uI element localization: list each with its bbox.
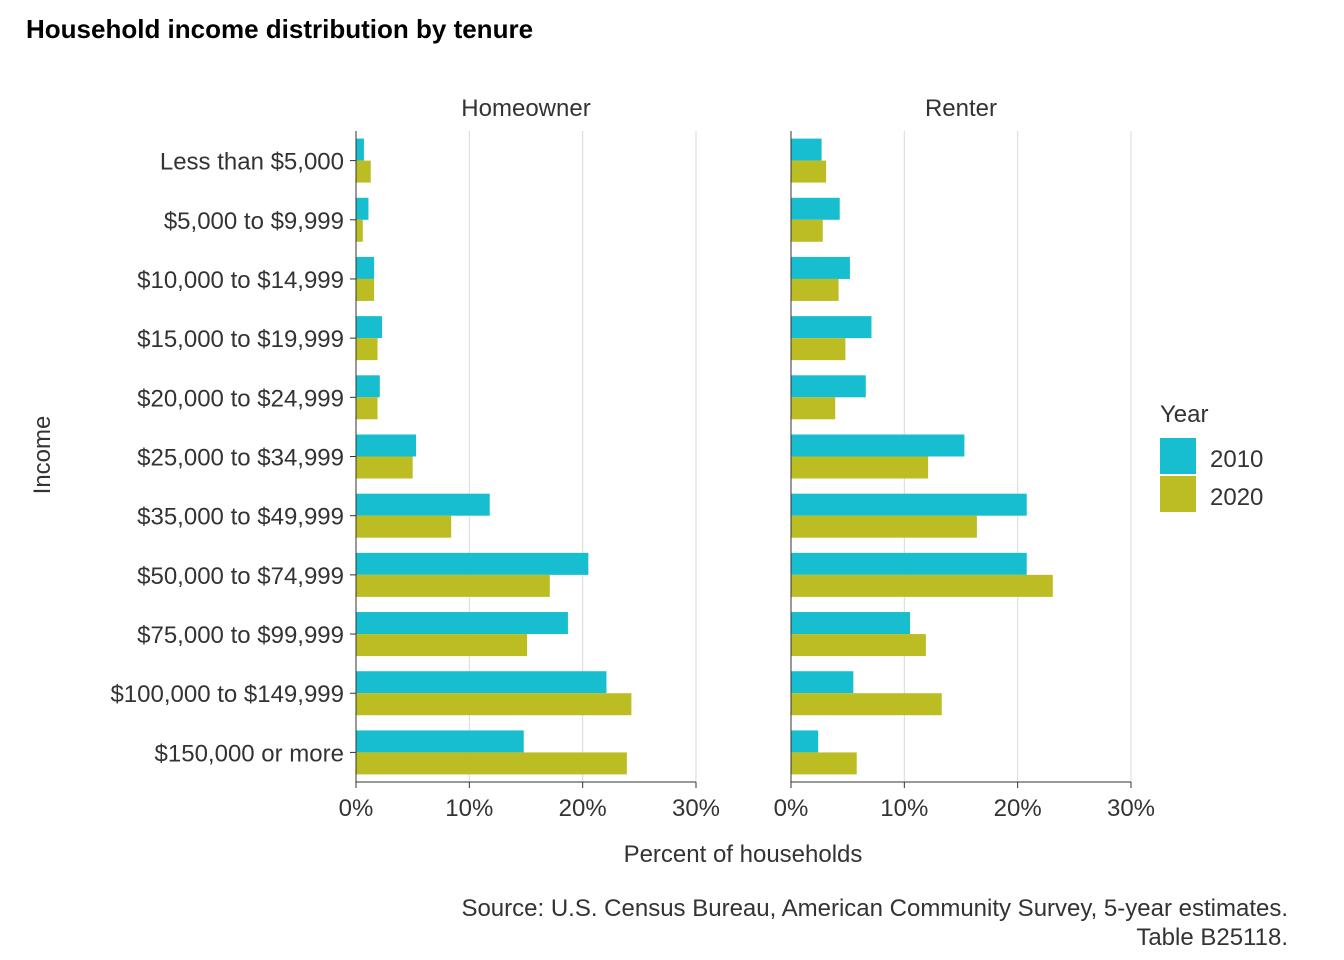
- y-axis-title: Income: [29, 416, 56, 495]
- bar-renter-2020-3: [791, 338, 846, 361]
- bar-homeowner-2010-3: [356, 316, 383, 339]
- bar-homeowner-2010-5: [356, 434, 417, 457]
- x-axis-title: Percent of households: [624, 841, 863, 868]
- bar-renter-2010-7: [791, 552, 1027, 575]
- bar-homeowner-2010-10: [356, 730, 524, 753]
- x-tick-label-renter-1: 10%: [880, 795, 928, 822]
- bar-renter-2020-5: [791, 456, 929, 479]
- x-tick-label-homeowner-3: 30%: [672, 795, 720, 822]
- bar-renter-2010-0: [791, 138, 822, 161]
- bar-homeowner-2020-10: [356, 752, 627, 775]
- bar-renter-2010-6: [791, 493, 1027, 516]
- y-tick-label-0: Less than $5,000: [160, 149, 344, 176]
- bar-homeowner-2010-0: [356, 138, 364, 161]
- bar-homeowner-2020-1: [356, 219, 363, 242]
- bar-homeowner-2010-7: [356, 552, 589, 575]
- bar-renter-2020-0: [791, 160, 827, 183]
- bar-homeowner-2010-2: [356, 256, 375, 279]
- bar-renter-2020-2: [791, 278, 839, 301]
- bar-renter-2020-1: [791, 219, 823, 242]
- y-tick-label-8: $75,000 to $99,999: [137, 622, 344, 649]
- facet-label-renter: Renter: [925, 95, 997, 122]
- x-tick-label-renter-2: 20%: [994, 795, 1042, 822]
- bar-renter-2020-4: [791, 397, 836, 420]
- panel-renter: Renter 0% 10% 20% 30%: [774, 95, 1155, 822]
- bar-renter-2020-9: [791, 693, 942, 716]
- panel-homeowner: Homeowner 0% 10% 20% 30%: [339, 95, 720, 822]
- bar-homeowner-2020-3: [356, 338, 378, 361]
- bar-renter-2020-10: [791, 752, 857, 775]
- bar-homeowner-2020-4: [356, 397, 378, 420]
- bar-renter-2010-10: [791, 730, 819, 753]
- legend-label-2020: 2020: [1210, 484, 1263, 511]
- bar-homeowner-2010-6: [356, 493, 490, 516]
- y-tick-label-5: $25,000 to $34,999: [137, 445, 344, 472]
- bar-homeowner-2020-7: [356, 574, 550, 597]
- y-tick-label-1: $5,000 to $9,999: [164, 208, 344, 235]
- bar-renter-2010-1: [791, 197, 840, 220]
- bar-homeowner-2010-1: [356, 197, 369, 220]
- bar-homeowner-2020-8: [356, 634, 528, 657]
- x-tick-label-homeowner-1: 10%: [445, 795, 493, 822]
- legend: Year 2010 2020: [1160, 401, 1263, 512]
- bar-renter-2020-8: [791, 634, 926, 657]
- y-tick-label-7: $50,000 to $74,999: [137, 563, 344, 590]
- bar-homeowner-2010-4: [356, 375, 380, 398]
- bar-homeowner-2020-2: [356, 278, 375, 301]
- chart-panels: Homeowner 0% 10% 20% 30% Renter 0% 10% 20% 30%: [339, 95, 1155, 822]
- bar-renter-2010-8: [791, 612, 910, 635]
- bar-renter-2020-7: [791, 574, 1053, 597]
- y-tick-label-9: $100,000 to $149,999: [110, 681, 344, 708]
- x-tick-label-homeowner-2: 20%: [559, 795, 607, 822]
- bar-renter-2010-2: [791, 256, 850, 279]
- legend-title: Year: [1160, 401, 1209, 428]
- bar-homeowner-2010-9: [356, 671, 607, 694]
- facet-label-homeowner: Homeowner: [461, 95, 590, 122]
- y-tick-labels: Less than $5,000 $5,000 to $9,999 $10,000 …: [110, 149, 344, 768]
- bar-renter-2020-6: [791, 515, 977, 538]
- y-tick-label-2: $10,000 to $14,999: [137, 267, 344, 294]
- bar-homeowner-2020-9: [356, 693, 632, 716]
- bar-homeowner-2020-5: [356, 456, 413, 479]
- bar-homeowner-2010-8: [356, 612, 568, 635]
- x-tick-label-renter-3: 30%: [1107, 795, 1155, 822]
- legend-key-2010: [1160, 438, 1196, 474]
- caption-table: Table B25118.: [1136, 924, 1288, 951]
- legend-label-2010: 2010: [1210, 446, 1263, 473]
- bar-renter-2010-5: [791, 434, 965, 457]
- y-tick-label-4: $20,000 to $24,999: [137, 385, 344, 412]
- y-tick-label-3: $15,000 to $19,999: [137, 326, 344, 353]
- x-tick-label-renter-0: 0%: [774, 795, 809, 822]
- bar-homeowner-2020-0: [356, 160, 371, 183]
- x-tick-label-homeowner-0: 0%: [339, 795, 374, 822]
- bar-renter-2010-9: [791, 671, 854, 694]
- bar-homeowner-2020-6: [356, 515, 452, 538]
- y-tick-label-6: $35,000 to $49,999: [137, 504, 344, 531]
- bar-renter-2010-3: [791, 316, 872, 339]
- y-tick-label-10: $150,000 or more: [155, 740, 344, 767]
- caption-source: Source: U.S. Census Bureau, American Com…: [461, 895, 1288, 922]
- bar-renter-2010-4: [791, 375, 866, 398]
- chart-title: Household income distribution by tenure: [26, 14, 533, 44]
- legend-key-2020: [1160, 476, 1196, 512]
